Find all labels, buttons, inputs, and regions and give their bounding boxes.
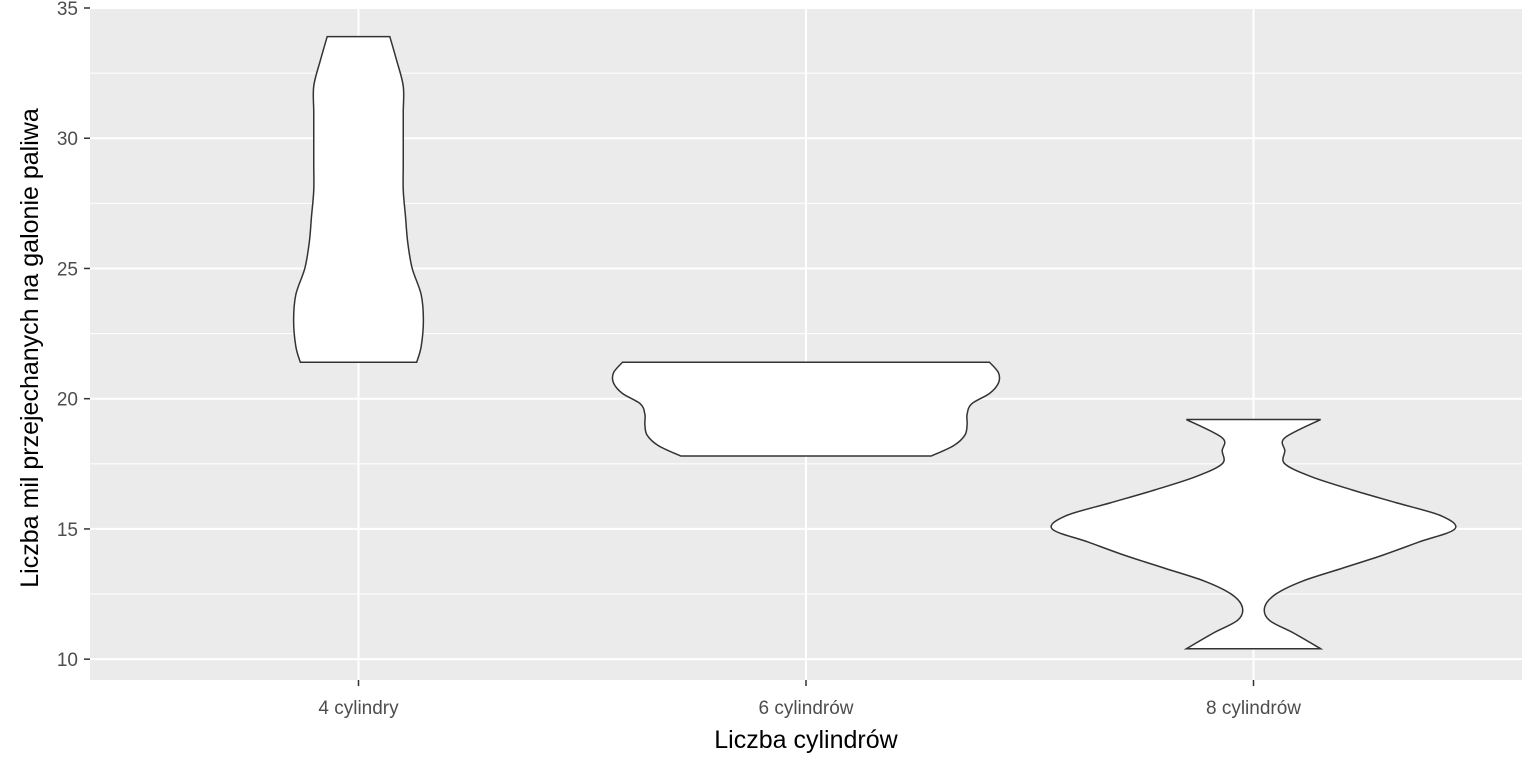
y-tick-label: 25	[57, 259, 78, 280]
axes: 10 15 20 25 30 35 4 cylindry 6 cylindrów 8 cylin…	[57, 0, 1301, 719]
y-axis-title: Liczba mil przejechanych na galonie pali…	[16, 108, 44, 588]
x-axis-title: Liczba cylindrów	[714, 726, 898, 754]
violins	[292, 35, 1457, 650]
y-tick-label: 15	[57, 520, 78, 541]
x-tick-label: 6 cylindrów	[758, 698, 853, 719]
violin-2	[611, 361, 1001, 457]
y-tick-label: 20	[57, 390, 78, 411]
y-tick-label: 30	[57, 129, 78, 150]
violin-3	[1050, 418, 1457, 650]
x-tick-label: 8 cylindrów	[1206, 698, 1301, 719]
x-tick-label: 4 cylindry	[318, 698, 399, 719]
y-tick-label: 35	[57, 0, 78, 20]
violin-1	[292, 35, 425, 363]
y-tick-label: 10	[57, 650, 78, 671]
